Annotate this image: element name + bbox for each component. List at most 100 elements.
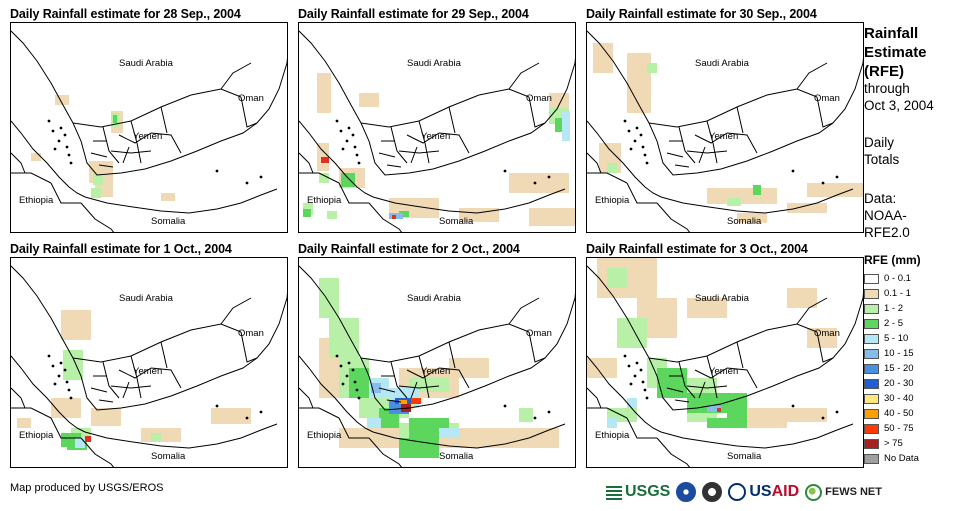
legend-item: 20 - 30 (864, 376, 921, 391)
island-dot (259, 175, 263, 179)
boundary-line (220, 62, 252, 90)
boundary-line (587, 172, 657, 204)
island-dot (67, 153, 71, 157)
legend-swatch (864, 333, 879, 344)
boundary-line (587, 355, 662, 433)
boundary-line (372, 423, 566, 449)
island-dot (627, 129, 631, 133)
boundary-line (666, 375, 690, 403)
island-dot (835, 175, 839, 179)
boundary-line (678, 341, 758, 399)
boundary-line (299, 172, 369, 204)
label-somalia: Somalia (151, 451, 186, 462)
island-dot (629, 382, 633, 386)
rainfall-cell (529, 208, 575, 226)
map-panel-4: Saudi Arabia Oman Yemen Ethiopia Somalia (10, 257, 288, 468)
boundary-line (299, 407, 369, 439)
island-dot (69, 161, 73, 165)
boundary-line (587, 387, 602, 409)
panel-title-4: Daily Rainfall estimate for 1 Oct., 2004 (10, 242, 232, 256)
island-dot (53, 382, 57, 386)
map-panel-2: Saudi Arabia Oman Yemen Ethiopia Somalia (298, 22, 576, 233)
island-dot (353, 145, 357, 149)
boundary-line (368, 202, 403, 232)
island-dot (53, 147, 57, 151)
island-dot (335, 354, 339, 358)
rainfall-cell (647, 63, 657, 73)
rainfall-cell (349, 368, 369, 398)
legend-label: 1 - 2 (884, 303, 904, 314)
rainfall-cell (341, 173, 355, 187)
rainfall-cell (371, 383, 381, 393)
rainfall-cell (717, 408, 721, 412)
rainfall-cell (707, 406, 721, 412)
legend-swatch (864, 273, 879, 284)
island-dot (69, 396, 73, 400)
island-dot (339, 129, 343, 133)
island-dot (639, 368, 643, 372)
usgs-logo-text: USGS (625, 483, 671, 500)
island-dot (59, 361, 63, 365)
panel-title-5: Daily Rainfall estimate for 2 Oct., 2004 (298, 242, 520, 256)
boundary-line (240, 331, 258, 363)
island-dot (835, 410, 839, 414)
label-saudi-arabia: Saudi Arabia (407, 58, 461, 69)
boundary-line (240, 96, 258, 128)
island-dot (51, 129, 55, 133)
rainfall-cell (727, 408, 747, 428)
rainfall-cell (51, 398, 81, 418)
island-dot (503, 169, 507, 173)
legend-title: RFE (mm) (864, 253, 921, 267)
island-dot (357, 161, 361, 165)
fews-net-logo: FEWS NET (805, 483, 882, 501)
legend-swatch (864, 288, 879, 299)
boundary-line (11, 120, 86, 198)
boundary-line (299, 30, 575, 176)
island-dot (627, 364, 631, 368)
boundary-line (656, 437, 691, 467)
label-somalia: Somalia (727, 451, 762, 462)
rainfall-cell (787, 203, 827, 213)
boundary-line (84, 188, 278, 214)
side-title-line-3: (RFE) (864, 63, 904, 80)
label-oman: Oman (526, 93, 552, 104)
legend-swatch (864, 453, 879, 464)
rainfall-cell (31, 153, 41, 161)
geography-layer (299, 30, 575, 232)
side-through: through Oct 3, 2004 (864, 80, 934, 114)
boundary-line (816, 96, 834, 128)
island-dot (791, 404, 795, 408)
island-dot (641, 380, 645, 384)
panel-title-2: Daily Rainfall estimate for 29 Sep., 200… (298, 7, 529, 21)
rainfall-cell (727, 198, 741, 206)
label-somalia: Somalia (439, 216, 474, 227)
boundary-line (102, 341, 182, 399)
legend-label: 2 - 5 (884, 318, 904, 329)
island-dot (63, 133, 67, 137)
island-dot (821, 181, 825, 185)
island-dot (629, 147, 633, 151)
rainfall-cell (63, 350, 83, 380)
island-dot (47, 119, 51, 123)
rainfall-cell (61, 310, 91, 340)
boundary-line (11, 407, 81, 439)
boundary-line (220, 297, 252, 325)
island-dot (345, 374, 349, 378)
island-dot (635, 361, 639, 365)
legend-label: 10 - 15 (884, 348, 914, 359)
island-dot (645, 396, 649, 400)
boundary-line (11, 387, 26, 409)
legend-swatch (864, 303, 879, 314)
panel-title-3: Daily Rainfall estimate for 30 Sep., 200… (586, 7, 817, 21)
rainfall-layer (587, 258, 837, 428)
rainfall-cell (593, 43, 613, 73)
rainfall-cell (753, 185, 761, 195)
boundary-line (299, 265, 575, 411)
usaid-logo-us: US (749, 483, 772, 500)
panel-title-6: Daily Rainfall estimate for 3 Oct., 2004 (586, 242, 808, 256)
legend-item: 15 - 20 (864, 361, 921, 376)
label-oman: Oman (526, 328, 552, 339)
island-dot (65, 380, 69, 384)
boundary-line (587, 30, 863, 176)
label-ethiopia: Ethiopia (595, 195, 630, 206)
